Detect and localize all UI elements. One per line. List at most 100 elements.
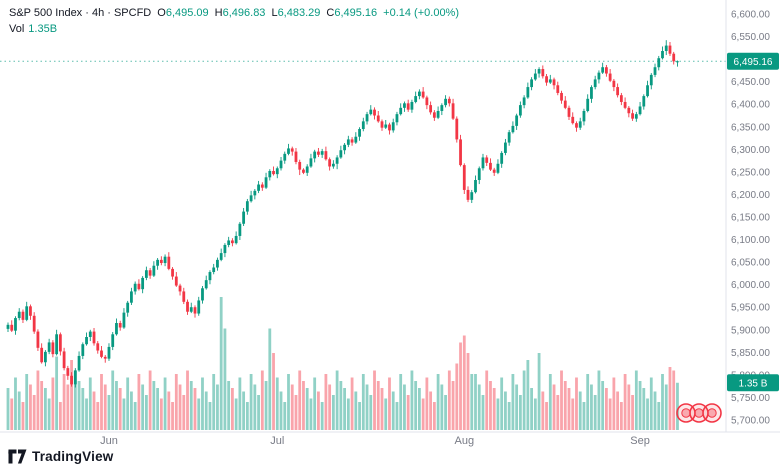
volume-bar [66,384,70,430]
price-axis[interactable] [726,0,780,432]
volume-bar [414,381,418,430]
volume-bar [317,391,320,430]
candle-body [223,244,227,254]
candle-body [597,72,601,80]
month-label[interactable]: Aug [455,435,475,447]
candle-body [537,69,541,74]
volume-bar [14,377,17,430]
candle-body [238,223,242,236]
volume-bar [627,384,631,430]
volume-bar [133,402,137,430]
volume-bar [148,370,152,430]
candle-body [204,280,208,289]
candle-body [403,103,406,108]
candle-body [638,106,642,115]
candle-body [47,342,51,352]
candle-body [324,151,328,160]
candle-body [14,318,17,331]
candle-body [70,375,73,385]
volume-bar [275,377,279,430]
volume-bar [556,395,560,430]
volume-bar [115,381,118,430]
candle-body [399,107,403,115]
volume-bar [55,356,59,430]
volume-bar [21,402,25,430]
candle-body [174,276,178,286]
volume-bar [197,398,201,430]
candle-body [36,331,40,348]
volume-bar [238,377,242,430]
candle-body [331,163,335,167]
candle-body [17,311,21,319]
volume-bar [395,402,399,430]
symbol-legend[interactable]: S&P 500 Index · 4h · SPCFD O6,495.09 H6,49… [9,6,459,37]
candle-body [563,100,567,108]
volume-bar [25,374,29,430]
volume-bar [466,353,470,430]
candle-body [664,45,668,51]
tradingview-logo[interactable]: TradingView [8,449,113,464]
volume-bar [58,402,62,430]
volume-bar [182,395,186,430]
candle-body [354,136,358,143]
volume-bar [29,384,32,430]
red-circle-stamps[interactable] [676,403,722,423]
candle-body [167,256,171,269]
volume-bar [320,402,324,430]
volume-bar [141,384,145,430]
volume-bar [279,391,283,430]
candle-body [96,343,100,351]
volume-bar [253,384,257,430]
candle-body [283,153,287,161]
volume-bar [137,374,141,430]
candle-body [320,151,324,155]
volume-bar [455,363,459,430]
candle-body [103,356,107,359]
candle-body [249,195,253,202]
volume-bar [586,374,590,430]
volume-bar [272,353,275,430]
volume-bar [144,395,148,430]
volume-bar [462,335,466,430]
candle-body [455,118,459,140]
volume-bar [331,395,335,430]
volume-bar [257,395,260,430]
volume-bar [664,384,668,430]
candle-body [302,169,305,173]
volume-bar [107,395,111,430]
candle-body [92,331,96,344]
candle-body [541,69,545,77]
volume-bar [421,398,425,430]
candle-body [496,163,500,173]
volume-bar [418,388,421,430]
price-tick-label: 6,550.00 [731,32,770,43]
month-label[interactable]: Sep [630,435,650,447]
stamp-inner-circle [707,408,717,418]
candle-body [410,101,414,110]
candle-body [152,265,156,276]
candle-body [10,324,14,331]
volume-bar [339,381,343,430]
volume-bar [242,391,246,430]
candle-body [343,144,346,151]
volume-bar [575,377,578,430]
volume-bar [447,370,451,430]
candle-body [649,74,653,86]
candle-body [522,97,526,106]
candle-body [391,122,395,131]
candle-body [298,161,302,170]
volume-bar [518,395,522,430]
candle-body [189,307,193,312]
month-label[interactable]: Jun [100,435,118,447]
candle-body [436,110,440,118]
candle-body [619,95,623,102]
volume-bar [496,398,500,430]
legend-volume-row: Vol 1.35B [9,22,459,37]
volume-bar [193,388,197,430]
volume-bar [77,381,81,430]
month-label[interactable]: Jul [270,435,284,447]
candle-body [346,139,350,145]
volume-bar [451,381,455,430]
